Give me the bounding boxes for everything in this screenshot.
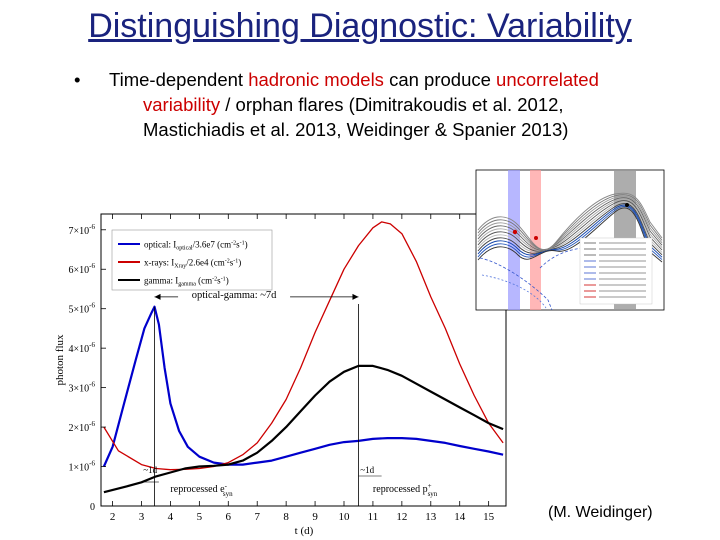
sed-model-curve <box>477 205 663 260</box>
reprocessed-e-label-sup: - <box>225 482 228 490</box>
chart-legend: optical: Ioptical/3.6e7 (cm-2s-1) x-rays:… <box>111 229 273 291</box>
sed-data-point <box>625 203 629 207</box>
y-tick-exponent: -6 <box>89 262 95 270</box>
y-tick-label: 7×10-6 <box>69 223 96 237</box>
x-tick-label: 15 <box>483 511 495 523</box>
lag-label: optical-gamma: ~7d <box>192 290 277 301</box>
legend-close: ) <box>245 240 248 250</box>
legend-subscript: Xray <box>174 264 186 270</box>
bullet-line-3: Mastichiadis et al. 2013, Weidinger & Sp… <box>143 119 569 140</box>
sed-model-curve <box>477 195 663 251</box>
y-tick-exponent: -6 <box>89 302 95 310</box>
legend-unit-sup2: -1 <box>233 259 238 265</box>
y-tick-exponent: -6 <box>89 460 95 468</box>
bullet-line-2: variability / orphan flares (Dimitrakoud… <box>143 93 564 117</box>
legend-subscript: optical <box>176 246 193 252</box>
sed-legend-box <box>579 237 653 305</box>
y-tick-label: 5×10-6 <box>69 302 96 316</box>
sed-model-curve <box>477 200 663 252</box>
legend-unit-mid: s <box>230 258 234 268</box>
legend-close: ) <box>238 258 241 268</box>
bullet-text: Time-dependent <box>109 69 249 90</box>
x-tick-label: 6 <box>226 511 232 523</box>
y-tick-label: 3×10-6 <box>69 381 96 395</box>
sed-model-curve <box>477 194 663 251</box>
reprocessed-p-label-sub: syn <box>428 490 438 498</box>
x-tick-label: 10 <box>339 511 351 523</box>
sed-model-curve <box>477 204 663 258</box>
legend-unit-mid: s <box>217 276 221 286</box>
y-tick-exponent: -6 <box>89 341 95 349</box>
legend-unit-sup2: -1 <box>240 241 245 247</box>
highlight-hadronic-models: hadronic models <box>248 69 384 90</box>
bullet-marker: • <box>74 69 81 90</box>
short-lag-label-left: ~1d <box>143 465 157 475</box>
x-tick-label: 7 <box>254 511 260 523</box>
y-tick-exponent: -6 <box>89 223 95 231</box>
y-tick-exponent: -6 <box>89 420 95 428</box>
legend-entry: optical: Ioptical/3.6e7 (cm-2s-1) <box>144 240 248 252</box>
sed-model-curve <box>477 192 663 250</box>
sed-model-curve <box>477 198 663 252</box>
legend-unit-sup: -2 <box>231 241 236 247</box>
sed-dashed-curve <box>481 274 547 309</box>
x-axis-label: t (d) <box>295 525 314 537</box>
sed-data-point <box>512 229 518 235</box>
x-tick-label: 14 <box>454 511 466 523</box>
highlight-uncorrelated: uncorrelated <box>496 69 599 90</box>
legend-entry: x-rays: IXray/2.6e4 (cm-2s-1) <box>144 258 241 270</box>
slide-title: Distinguishing Diagnostic: Variability <box>88 7 632 45</box>
sed-dashed-curve <box>479 257 553 311</box>
series-line-gamma <box>103 364 504 494</box>
x-tick-label: 12 <box>396 511 407 523</box>
bullet-text: can produce <box>383 69 497 90</box>
legend-rest: (cm <box>196 276 212 286</box>
x-tick-label: 8 <box>283 511 289 523</box>
sed-band-xray <box>530 170 541 310</box>
legend-unit-mid: s <box>236 240 240 250</box>
y-tick-exponent: -6 <box>89 381 95 389</box>
legend-subscript: gamma <box>178 282 196 288</box>
legend-unit-sup2: -1 <box>221 277 226 283</box>
x-tick-label: 2 <box>110 511 116 523</box>
y-tick-label: 1×10-6 <box>69 460 96 474</box>
reprocessed-p-label: reprocessed p+ syn <box>373 482 438 498</box>
y-axis-label: photon flux <box>54 334 66 386</box>
sed-model-curve <box>477 203 663 256</box>
x-tick-label: 3 <box>139 511 145 523</box>
bullet-line-1: Time-dependent hadronic models can produ… <box>109 68 599 92</box>
highlight-variability: variability <box>143 94 221 115</box>
bullet-text: / orphan flares (Dimitrakoudis et al. 20… <box>220 94 564 115</box>
x-tick-label: 4 <box>168 511 174 523</box>
legend-unit-sup: -2 <box>212 277 217 283</box>
sed-model-curve <box>477 207 663 263</box>
series-line-optical <box>102 305 504 467</box>
x-tick-label: 11 <box>368 511 379 523</box>
x-tick-label: 9 <box>312 511 318 523</box>
legend-rest: /3.6e7 (cm <box>193 240 232 250</box>
lag-label-bg <box>178 286 291 301</box>
sed-model-curve <box>477 197 663 251</box>
figure-credit: (M. Weidinger) <box>548 504 653 521</box>
legend-unit-sup: -2 <box>225 259 230 265</box>
x-tick-label: 13 <box>425 511 437 523</box>
y-tick-label: 4×10-6 <box>69 341 96 355</box>
legend-close: ) <box>226 276 229 286</box>
short-lag-label-right: ~1d <box>360 465 374 475</box>
sed-data-point <box>534 236 538 240</box>
x-tick-label: 5 <box>197 511 203 523</box>
lag-arrowhead-left <box>154 293 161 300</box>
lag-arrowhead-right <box>352 293 359 300</box>
y-tick-label: 2×10-6 <box>69 420 96 434</box>
legend-entry: gamma: Igamma (cm-2s-1) <box>144 276 229 288</box>
y-tick-label: 0 <box>90 502 95 513</box>
sed-model-curve <box>477 201 663 253</box>
legend-rest: /2.6e4 (cm <box>186 258 225 268</box>
reprocessed-e-label-sub: syn <box>223 490 233 498</box>
y-tick-label: 6×10-6 <box>69 262 96 276</box>
reprocessed-e-label: reprocessed e-syn <box>170 482 233 498</box>
reprocessed-p-label-sup: + <box>428 482 432 490</box>
